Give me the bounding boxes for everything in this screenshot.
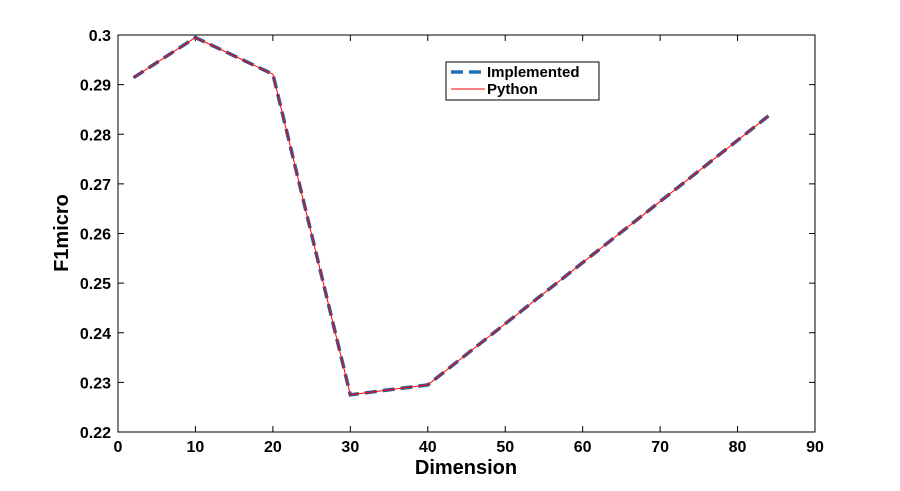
y-tick-label: 0.25: [80, 276, 111, 293]
y-tick-label: 0.3: [89, 28, 111, 45]
legend-label-implemented: Implemented: [487, 64, 580, 81]
legend-label-python: Python: [487, 81, 538, 98]
x-tick-label: 30: [341, 439, 359, 456]
series-layer: [132, 35, 770, 397]
y-tick-label: 0.26: [80, 227, 111, 244]
plot-area: [117, 34, 816, 433]
y-tick-label: 0.22: [80, 425, 111, 442]
x-tick-label: 70: [651, 439, 669, 456]
x-tick-label: 90: [806, 439, 824, 456]
legend: Implemented Python: [445, 61, 600, 101]
x-tick-label: 0: [114, 439, 123, 456]
x-tick-label: 60: [574, 439, 592, 456]
y-tick-label: 0.24: [80, 326, 111, 343]
x-tick-label: 10: [187, 439, 205, 456]
x-tick-label: 40: [419, 439, 437, 456]
y-tick-label: 0.27: [80, 177, 111, 194]
series-line-python: [133, 36, 769, 396]
x-axis: 0 10 20 30 40 50 60 70 80 90: [114, 35, 824, 456]
x-axis-label: Dimension: [415, 457, 517, 479]
x-tick-label: 20: [264, 439, 282, 456]
y-tick-label: 0.29: [80, 78, 111, 95]
y-tick-label: 0.23: [80, 375, 111, 392]
y-axis: 0.22 0.23 0.24 0.25 0.26 0.27 0.28 0.29 0.3: [80, 28, 815, 442]
x-tick-label: 50: [496, 439, 514, 456]
x-tick-label: 80: [729, 439, 747, 456]
y-tick-label: 0.28: [80, 127, 111, 144]
legend-box: [445, 61, 600, 101]
y-axis-label: F1micro: [51, 194, 73, 272]
